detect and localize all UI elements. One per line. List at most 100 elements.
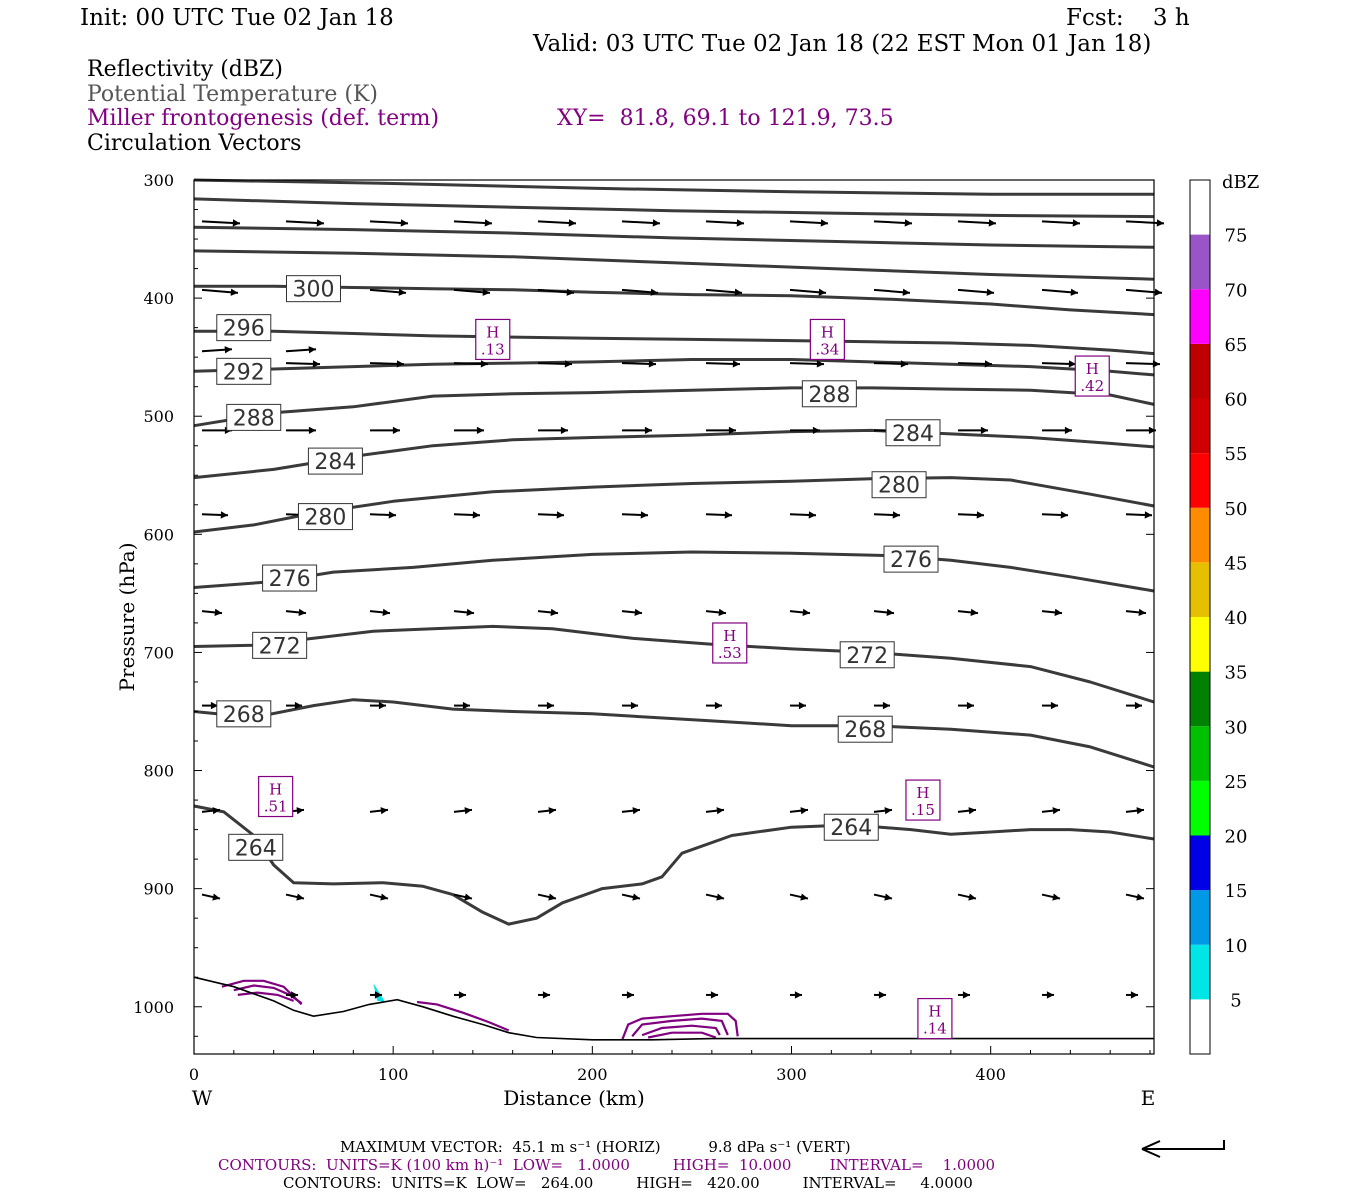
theta-contour-304 xyxy=(193,249,1155,281)
vector-arrowhead xyxy=(1072,219,1080,227)
colorbar-bin xyxy=(1190,343,1210,399)
frontogenesis-contour xyxy=(237,991,294,1002)
vector-arrowhead xyxy=(976,511,984,519)
colorbar-tick-label: 25 xyxy=(1225,772,1248,793)
vector-arrowhead xyxy=(718,608,726,616)
legend-potential-temperature: Potential Temperature (K) xyxy=(87,82,378,107)
theta-label-box xyxy=(252,631,308,659)
vector-arrowhead xyxy=(1136,807,1144,815)
vector-arrowhead xyxy=(724,511,732,519)
vector-arrowhead xyxy=(400,219,408,227)
frontogenesis-contour xyxy=(221,979,303,1006)
vector-arrowhead xyxy=(968,807,976,815)
vector-arrowhead xyxy=(556,511,564,519)
vector-arrowhead xyxy=(902,288,910,296)
theta-label-text: 268 xyxy=(223,703,265,728)
frontogenesis-contour xyxy=(233,984,303,1005)
vector-arrowhead xyxy=(1154,288,1162,296)
high-label: H xyxy=(269,781,282,799)
vector-arrowhead xyxy=(560,426,568,434)
vector-arrowhead xyxy=(398,288,406,296)
cross-section-endpoints: XY= 81.8, 69.1 to 121.9, 73.5 xyxy=(557,106,894,131)
vector-arrowhead xyxy=(892,511,900,519)
vector-arrowhead xyxy=(476,426,484,434)
theta-label-text: 264 xyxy=(235,836,277,861)
theta-label-text: 280 xyxy=(304,506,346,531)
theta-label-text: 272 xyxy=(259,634,301,659)
vector-arrowhead xyxy=(1070,288,1078,296)
theta-label-box xyxy=(307,447,363,475)
vector-arrowhead xyxy=(966,701,974,710)
west-label: W xyxy=(192,1086,213,1110)
vector-arrowhead xyxy=(290,991,298,999)
vector-arrowhead xyxy=(480,360,488,368)
east-label: E xyxy=(1141,1086,1156,1110)
vector-arrowhead xyxy=(298,608,306,616)
theta-contour-296 xyxy=(194,329,1155,356)
vector-arrowhead xyxy=(962,991,970,999)
max-vector-note: MAXIMUM VECTOR: 45.1 m s⁻¹ (HORIZ) 9.8 d… xyxy=(340,1138,851,1156)
vector-arrowhead xyxy=(396,360,404,368)
vector-arrowhead xyxy=(212,893,220,901)
frontogenesis-high: H.14 xyxy=(917,997,953,1040)
vector-arrowhead xyxy=(466,608,474,616)
vector-arrowhead xyxy=(882,701,890,710)
high-label: H xyxy=(486,323,499,341)
vector-arrowhead xyxy=(378,701,386,710)
high-box xyxy=(258,775,294,818)
high-label: H xyxy=(928,1003,941,1021)
colorbar-tick-label: 50 xyxy=(1225,499,1248,520)
high-box xyxy=(1074,355,1110,397)
theta-label-box xyxy=(228,833,284,861)
colorbar-bin xyxy=(1190,726,1210,781)
theta-label-box xyxy=(216,357,272,385)
vector-arrowhead xyxy=(1156,219,1164,227)
x-tick-label: 100 xyxy=(378,1065,409,1084)
vector-arrowhead xyxy=(294,701,302,710)
high-value: .15 xyxy=(911,801,935,819)
terrain-line xyxy=(193,976,1154,1041)
legend-reflectivity: Reflectivity (dBZ) xyxy=(87,57,283,82)
vector-arrowhead xyxy=(224,346,232,354)
high-box xyxy=(917,997,953,1040)
vector-arrowhead xyxy=(632,807,640,815)
vector-arrowhead xyxy=(392,426,400,434)
frontogenesis-contour xyxy=(631,1017,729,1038)
vector-arrowhead xyxy=(648,360,656,368)
high-label: H xyxy=(916,784,929,802)
vector-arrowhead xyxy=(1134,701,1142,710)
frontogenesis-contour-note: CONTOURS: UNITS=K (100 km h)⁻¹ LOW= 1.00… xyxy=(218,1156,996,1174)
colorbar-tick-label: 20 xyxy=(1225,827,1248,848)
vector-arrowhead xyxy=(482,288,490,296)
vector-arrowhead xyxy=(736,219,744,227)
colorbar-tick-label: 60 xyxy=(1225,390,1248,411)
vector-arrowhead xyxy=(884,807,892,815)
colorbar-bin xyxy=(1190,562,1210,617)
theta-label-box xyxy=(297,503,353,531)
theta-label: 300 xyxy=(286,275,342,303)
theta-label: 276 xyxy=(262,564,318,592)
colorbar-tick-label: 70 xyxy=(1225,280,1248,301)
vector-arrowhead xyxy=(728,426,736,434)
vector-arrowhead xyxy=(380,893,388,901)
init-time: Init: 00 UTC Tue 02 Jan 18 xyxy=(80,5,394,31)
vector-arrowhead xyxy=(296,807,304,815)
theta-contour-264 xyxy=(193,804,1155,926)
forecast-hour: Fcst: 3 h xyxy=(1066,5,1190,31)
vector-arrowhead xyxy=(808,511,816,519)
vector-arrowhead xyxy=(308,346,316,354)
valid-time: Valid: 03 UTC Tue 02 Jan 18 (22 EST Mon … xyxy=(533,31,1152,57)
colorbar-bin xyxy=(1190,289,1210,344)
vector-arrowhead xyxy=(734,288,742,296)
colorbar-tick-label: 75 xyxy=(1225,226,1248,247)
vector-arrowhead xyxy=(984,360,992,368)
theta-label: 264 xyxy=(228,833,284,861)
reference-vector-head xyxy=(1141,1140,1161,1158)
vector-arrowhead xyxy=(1052,807,1060,815)
colorbar-tick-label: 65 xyxy=(1225,335,1248,356)
vector-arrowhead xyxy=(546,701,554,710)
vector-arrowhead xyxy=(1136,893,1144,901)
high-value: .34 xyxy=(815,340,839,358)
theta-label-text: 276 xyxy=(269,567,311,592)
theta-label-text: 292 xyxy=(223,360,265,385)
